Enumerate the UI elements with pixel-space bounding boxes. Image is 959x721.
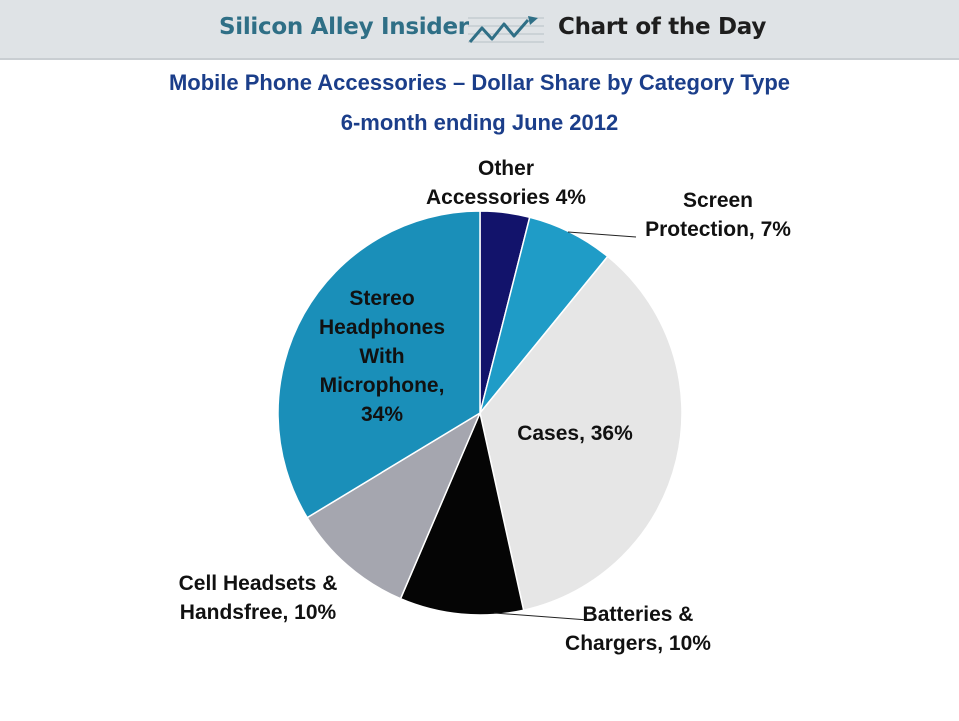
slice-label-cell-headsets-handsfree: Cell Headsets & Handsfree, 10% bbox=[179, 572, 338, 624]
pie-slice-cases bbox=[479, 255, 683, 612]
slice-label-stereo-headphones-with-microphone: Stereo Headphones With Microphone, 34% bbox=[319, 287, 445, 426]
pie-slice-stereo-headphones-with-microphone bbox=[277, 210, 481, 519]
pie-slice-batteries-chargers bbox=[399, 410, 525, 616]
leader-line bbox=[567, 231, 637, 238]
chart-title: Mobile Phone Accessories – Dollar Share … bbox=[168, 70, 791, 95]
brand-name: Silicon Alley Insider bbox=[219, 14, 469, 40]
pie-slice-cell-headsets-handsfree bbox=[306, 411, 482, 600]
chart-subtitle: 6-month ending June 2012 bbox=[340, 110, 619, 135]
slice-label-cases: Cases, 36% bbox=[517, 422, 633, 445]
slice-label-batteries-chargers: Batteries & Chargers, 10% bbox=[565, 603, 711, 655]
trend-chart-icon bbox=[468, 16, 544, 43]
slice-label-other-accessories: Other Accessories 4% bbox=[426, 157, 586, 209]
banner: Silicon Alley Insider Chart of the Day bbox=[0, 0, 959, 60]
slice-label-screen-protection: Screen Protection, 7% bbox=[645, 189, 791, 241]
chart-of-the-day-label: Chart of the Day bbox=[558, 14, 767, 40]
leader-line bbox=[493, 612, 589, 621]
